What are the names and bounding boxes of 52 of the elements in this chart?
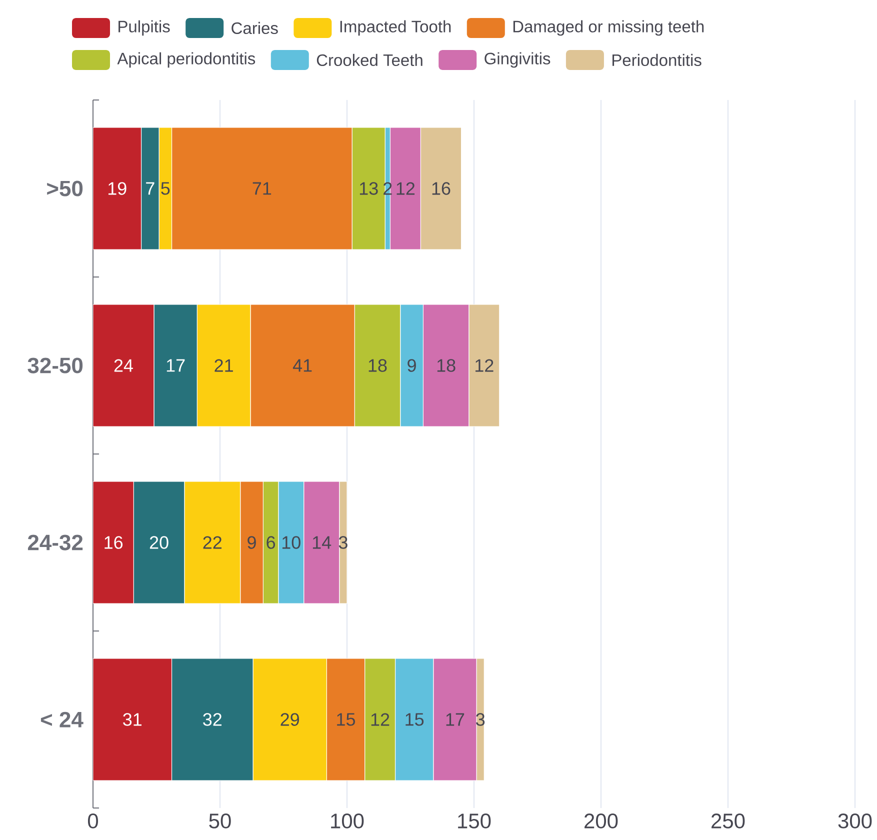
data-label: 18: [368, 359, 387, 372]
legend-label: Apical periodontitis: [117, 52, 256, 68]
data-label: 21: [214, 359, 233, 372]
legend-label: Crooked Teeth: [316, 54, 422, 66]
x-tick-label: 100: [331, 814, 364, 828]
legend-label: Pulpitis: [118, 20, 170, 36]
data-label: 9: [248, 536, 256, 549]
data-label: 22: [203, 536, 222, 549]
y-tick-label: >50: [47, 180, 83, 196]
x-tick-label: 250: [712, 814, 745, 828]
data-label: 18: [437, 359, 456, 372]
x-tick-label: 150: [458, 814, 491, 828]
data-label: 15: [337, 713, 355, 726]
data-label: 16: [104, 536, 123, 549]
data-label: 6: [266, 536, 276, 549]
y-tick-label: 32-50: [28, 358, 83, 374]
data-label: 15: [406, 713, 424, 726]
x-tick-label: 200: [584, 814, 618, 828]
data-label: 12: [371, 713, 390, 726]
legend-label: Periodontitis: [612, 54, 702, 66]
bar: [93, 658, 172, 781]
legend-label: Impacted Tooth: [340, 20, 451, 36]
data-label: 17: [166, 359, 185, 372]
data-label: 14: [312, 536, 332, 549]
y-tick-label: 24-32: [28, 534, 83, 550]
data-label: 41: [292, 359, 312, 372]
bar: [93, 481, 134, 604]
x-tick-label: 50: [209, 814, 231, 828]
data-label: 5: [161, 182, 170, 195]
bar: [93, 127, 142, 250]
data-label: 24: [114, 359, 133, 372]
data-label: 17: [446, 713, 464, 726]
data-label: 29: [280, 713, 300, 726]
data-label: 19: [108, 182, 126, 195]
data-label: 71: [252, 182, 272, 195]
data-label: 9: [408, 359, 416, 372]
data-label: 16: [432, 182, 450, 195]
legend-label: Caries: [232, 22, 278, 34]
bar: [93, 304, 154, 427]
legend-label: Damaged or missing teeth: [513, 20, 704, 36]
data-label: 7: [146, 182, 154, 195]
data-label: 32: [203, 713, 222, 726]
data-label: 13: [360, 182, 378, 195]
data-label: 12: [396, 182, 415, 195]
data-label: 20: [150, 536, 168, 549]
data-label: 12: [476, 359, 494, 372]
data-label: 10: [282, 536, 300, 549]
y-tick-label: < 24: [40, 712, 84, 728]
legend-label: Gingivitis: [484, 52, 550, 68]
x-tick-label: 0: [88, 814, 98, 828]
data-label: 31: [123, 713, 142, 726]
x-tick-label: 300: [838, 814, 872, 828]
